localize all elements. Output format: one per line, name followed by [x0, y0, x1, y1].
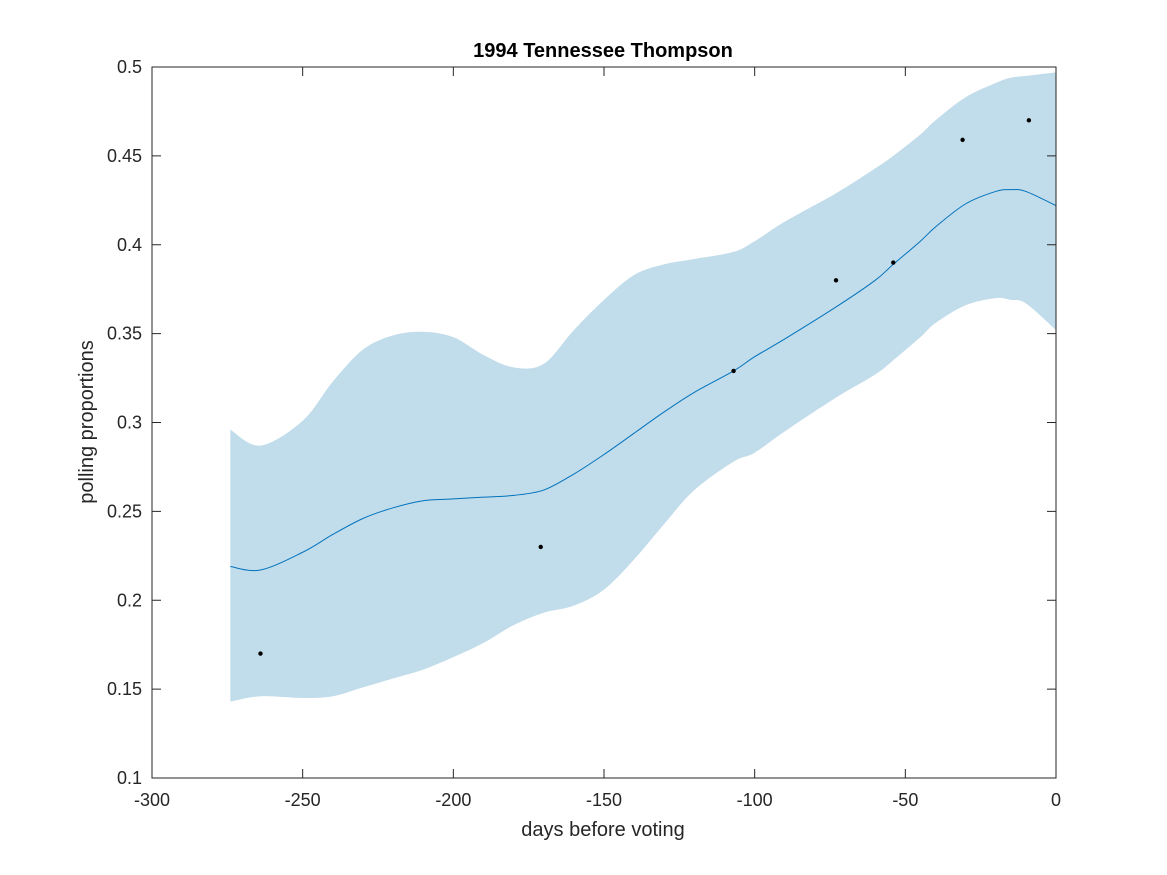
data-point: [1026, 118, 1032, 123]
x-tick-label: -200: [435, 790, 471, 810]
x-tick-label: -300: [134, 790, 170, 810]
x-tick-label: -100: [737, 790, 773, 810]
data-point: [258, 651, 263, 656]
data-point: [833, 278, 839, 283]
data-point: [731, 368, 736, 374]
y-tick-label: 0.4: [117, 235, 142, 255]
data-point: [538, 544, 543, 550]
y-tick-label: 0.2: [117, 590, 142, 610]
y-tick-label: 0.1: [117, 768, 142, 788]
x-tick-label: -250: [285, 790, 321, 810]
x-tick-label: -150: [586, 790, 622, 810]
x-tick-label: 0: [1051, 790, 1061, 810]
y-tick-label: 0.45: [107, 146, 142, 166]
confidence-band: [230, 72, 1057, 702]
y-tick-label: 0.25: [107, 501, 142, 521]
y-axis-label: polling proportions: [76, 340, 98, 503]
y-tick-label: 0.15: [107, 679, 142, 699]
chart-title: 1994 Tennessee Thompson: [473, 40, 733, 62]
plot-area: [230, 72, 1057, 702]
x-axis-ticks: -300 -250 -200 -150 -100 -50 0: [134, 67, 1061, 810]
y-tick-label: 0.35: [107, 324, 142, 344]
y-axis-ticks: 0.1 0.15 0.2 0.25 0.3 0.35 0.4 0.45 0.5: [107, 57, 1056, 788]
y-tick-label: 0.3: [117, 413, 142, 433]
series-line: [230, 189, 1057, 572]
x-axis-label: days before voting: [521, 819, 684, 841]
data-point: [891, 260, 896, 265]
data-point: [960, 137, 965, 143]
data-points: [258, 118, 1032, 656]
x-tick-label: -50: [892, 790, 918, 810]
y-tick-label: 0.5: [117, 57, 142, 77]
